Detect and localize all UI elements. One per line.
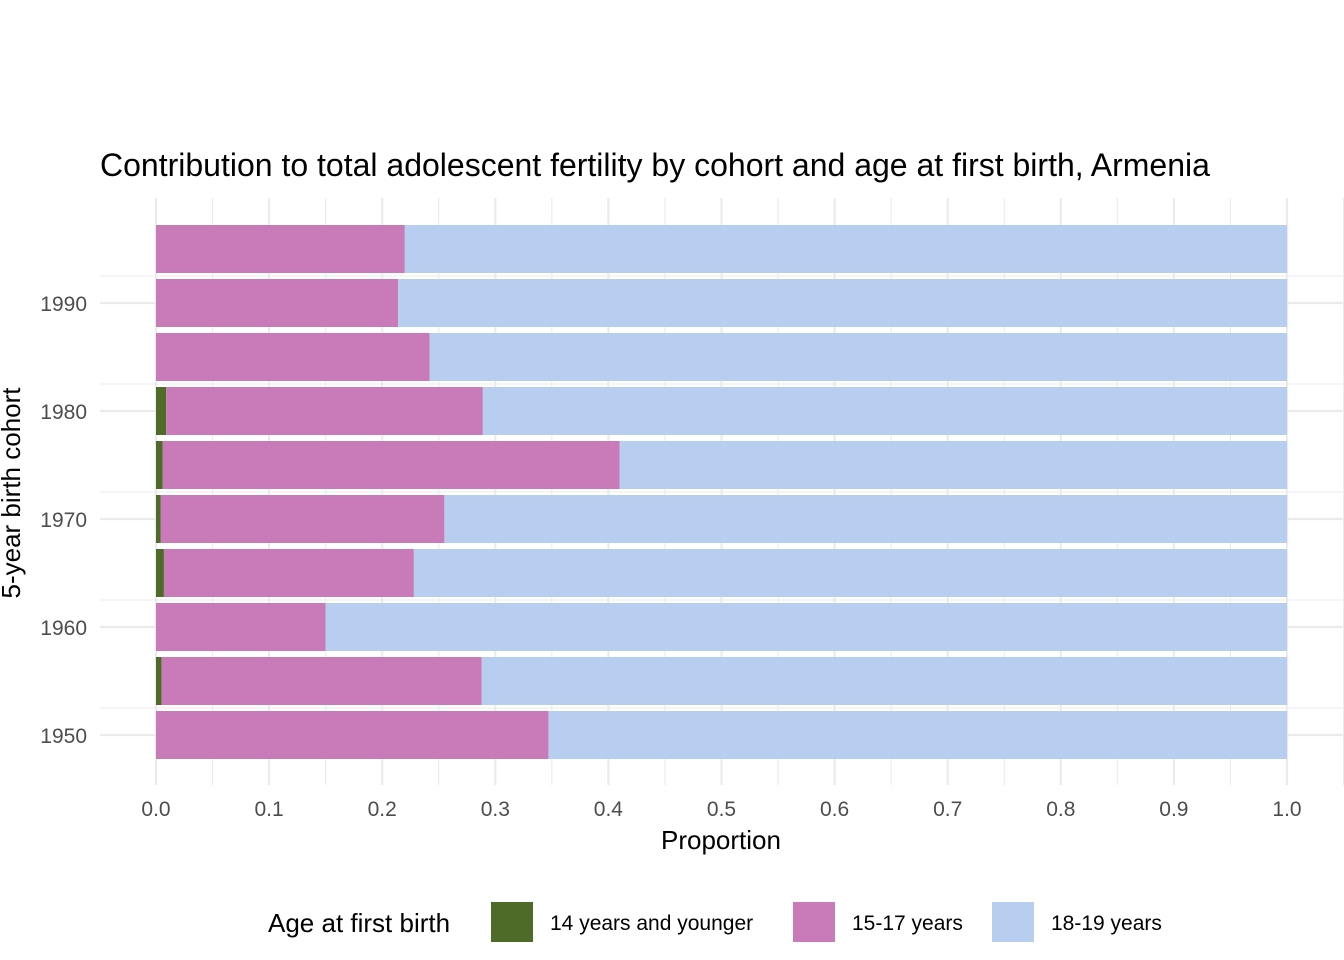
x-tick-label: 0.7 (933, 798, 962, 821)
bar-segment-1985-series-2 (156, 333, 430, 381)
bar-segment-1975-series-1 (156, 441, 163, 489)
legend-key (992, 902, 1034, 942)
legend-title: Age at first birth (268, 908, 450, 938)
bar-segment-1980-series-3 (482, 387, 1287, 435)
bar-segment-1990-series-2 (156, 279, 399, 327)
y-tick-label: 1970 (40, 509, 87, 532)
x-tick-label: 0.0 (141, 798, 170, 821)
legend-label: 14 years and younger (550, 912, 753, 935)
legend-key (491, 902, 533, 942)
x-tick-label: 0.2 (368, 798, 397, 821)
bar-segment-1995-series-2 (156, 225, 405, 273)
x-tick-label: 0.4 (594, 798, 624, 821)
bar-segment-1970-series-3 (444, 495, 1287, 543)
bar-segment-1965-series-1 (156, 549, 164, 597)
bar-segment-1950-series-3 (548, 711, 1287, 759)
legend: Age at first birth 14 years and younger 1… (268, 902, 1162, 942)
chart-title: Contribution to total adolescent fertili… (100, 147, 1210, 183)
bar-segment-1980-series-2 (166, 387, 483, 435)
bar-segment-1955-series-2 (161, 657, 482, 705)
legend-label: 18-19 years (1051, 912, 1162, 935)
bar-segment-1970-series-2 (160, 495, 445, 543)
y-axis-title: 5-year birth cohort (0, 387, 26, 599)
x-tick-label: 0.8 (1046, 798, 1075, 821)
x-tick-label: 0.6 (820, 798, 849, 821)
bar-segment-1960-series-3 (325, 603, 1287, 651)
bar-segment-1955-series-1 (156, 657, 162, 705)
legend-item: 14 years and younger (491, 902, 753, 942)
legend-key (793, 902, 835, 942)
bar-segment-1975-series-3 (619, 441, 1287, 489)
legend-item: 18-19 years (992, 902, 1162, 942)
bar-segment-1980-series-1 (156, 387, 167, 435)
bar-segment-1950-series-2 (156, 711, 549, 759)
y-tick-label: 1980 (40, 401, 87, 424)
bars (156, 225, 1287, 759)
bar-segment-1995-series-3 (404, 225, 1287, 273)
x-axis-ticks: 0.0 0.1 0.2 0.3 0.4 0.5 0.6 0.7 0.8 0.9 1.0 (141, 798, 1301, 821)
y-tick-label: 1990 (40, 293, 87, 316)
y-axis-ticks: 1950 1960 1970 1980 1990 (40, 293, 87, 748)
x-axis-title: Proportion (661, 825, 781, 855)
bar-segment-1990-series-3 (398, 279, 1287, 327)
bar-segment-1970-series-1 (156, 495, 161, 543)
bar-segment-1985-series-3 (429, 333, 1287, 381)
x-tick-label: 0.1 (254, 798, 283, 821)
y-tick-label: 1960 (40, 617, 87, 640)
bar-segment-1965-series-3 (413, 549, 1287, 597)
y-tick-label: 1950 (40, 725, 87, 748)
bar-segment-1975-series-2 (162, 441, 620, 489)
x-tick-label: 0.3 (481, 798, 510, 821)
bar-segment-1955-series-3 (481, 657, 1287, 705)
x-tick-label: 0.9 (1159, 798, 1188, 821)
bar-segment-1965-series-2 (163, 549, 414, 597)
legend-item: 15-17 years (793, 902, 963, 942)
x-tick-label: 0.5 (707, 798, 736, 821)
x-tick-label: 1.0 (1272, 798, 1301, 821)
legend-label: 15-17 years (852, 912, 963, 935)
bar-segment-1960-series-2 (156, 603, 326, 651)
